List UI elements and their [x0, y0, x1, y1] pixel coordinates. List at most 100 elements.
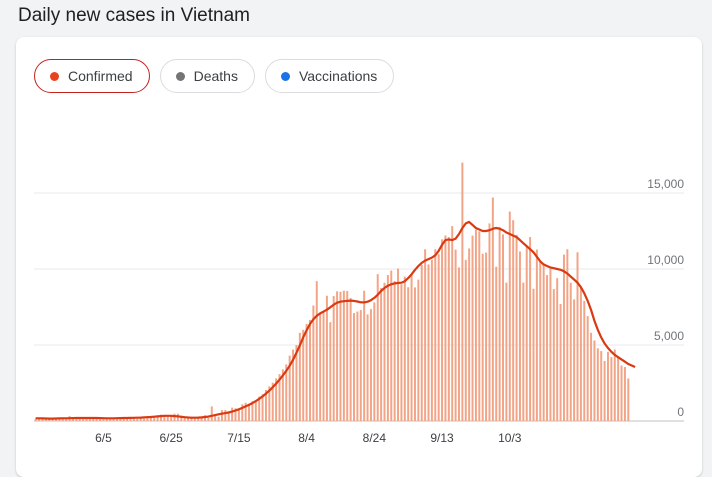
bar [444, 235, 447, 421]
y-tick-label: 15,000 [647, 177, 684, 191]
bar [515, 234, 518, 421]
bar [505, 282, 508, 421]
bar [596, 348, 599, 421]
bar [620, 365, 623, 421]
bar [413, 287, 416, 421]
bar [590, 332, 593, 421]
bar [200, 417, 203, 421]
bar [38, 418, 41, 421]
bar [146, 416, 149, 421]
bar [478, 231, 481, 421]
bar [325, 295, 328, 421]
bar [603, 360, 606, 421]
x-tick-label: 8/24 [363, 431, 387, 445]
page-title: Daily new cases in Vietnam [18, 5, 250, 26]
bar [173, 413, 176, 421]
bar [623, 367, 626, 421]
tab-vaccinations[interactable]: Vaccinations [264, 59, 395, 93]
bar [562, 254, 565, 421]
tab-confirmed[interactable]: Confirmed [34, 59, 150, 93]
bar [48, 419, 51, 421]
bar [268, 386, 271, 421]
bar [88, 417, 91, 421]
bar [508, 211, 511, 421]
bar [115, 418, 118, 421]
bar [613, 349, 616, 421]
bar [430, 259, 433, 421]
bar [248, 403, 251, 421]
bar [251, 401, 254, 421]
bar [342, 290, 345, 421]
bar [336, 291, 339, 421]
bar [600, 351, 603, 421]
bar [275, 378, 278, 421]
bar [285, 364, 288, 421]
bar [207, 417, 210, 421]
bar [488, 223, 491, 421]
bar [532, 288, 535, 421]
bar [315, 281, 318, 421]
bar [606, 351, 609, 421]
bar [237, 408, 240, 421]
bar [393, 281, 396, 421]
y-tick-label: 5,000 [654, 329, 684, 343]
bar [535, 249, 538, 421]
bar [288, 355, 291, 421]
bar [512, 220, 515, 421]
bar [397, 268, 400, 421]
bar [143, 418, 146, 421]
bar [573, 299, 576, 421]
bar [366, 314, 369, 421]
bar [329, 322, 332, 421]
bar [153, 416, 156, 421]
bar [78, 417, 81, 421]
bar [132, 417, 135, 421]
bar [542, 264, 545, 421]
tab-deaths[interactable]: Deaths [159, 59, 255, 93]
bar [51, 418, 54, 421]
bar [234, 408, 237, 421]
bar [295, 345, 298, 421]
bar [549, 268, 552, 421]
bar [187, 417, 190, 421]
bar [197, 417, 200, 421]
bar [346, 291, 349, 421]
bar [454, 249, 457, 421]
tab-vaccinations-label: Vaccinations [298, 68, 378, 84]
y-axis-labels: 0 5,000 10,000 15,000 [647, 177, 684, 419]
bar [163, 415, 166, 421]
bar [339, 291, 342, 421]
bar [308, 319, 311, 421]
bar [566, 249, 569, 421]
bar [139, 417, 142, 421]
bar [420, 264, 423, 421]
bar [485, 252, 488, 421]
bar [65, 418, 68, 421]
bar [85, 418, 88, 421]
bar [258, 396, 261, 421]
bar [34, 418, 37, 421]
bar [410, 275, 413, 421]
bar [353, 313, 356, 421]
bar [254, 400, 257, 421]
bar [129, 419, 132, 421]
bar [586, 316, 589, 421]
cases-chart[interactable]: 0 5,000 10,000 15,000 6/5 6/25 7/15 8/4 8/24 9/1… [16, 37, 702, 459]
bar [261, 394, 264, 421]
bar [474, 229, 477, 421]
bar [159, 414, 162, 421]
bar [217, 416, 220, 421]
bar [322, 311, 325, 421]
bar [109, 418, 112, 421]
bar [407, 287, 410, 421]
bar [204, 415, 207, 421]
x-tick-label: 8/4 [298, 431, 315, 445]
bar [156, 415, 159, 421]
trend-line [35, 220, 636, 420]
bar [281, 369, 284, 421]
bar [302, 329, 305, 421]
bar [471, 235, 474, 421]
bar [529, 237, 532, 421]
bar [359, 310, 362, 421]
bar [170, 416, 173, 421]
